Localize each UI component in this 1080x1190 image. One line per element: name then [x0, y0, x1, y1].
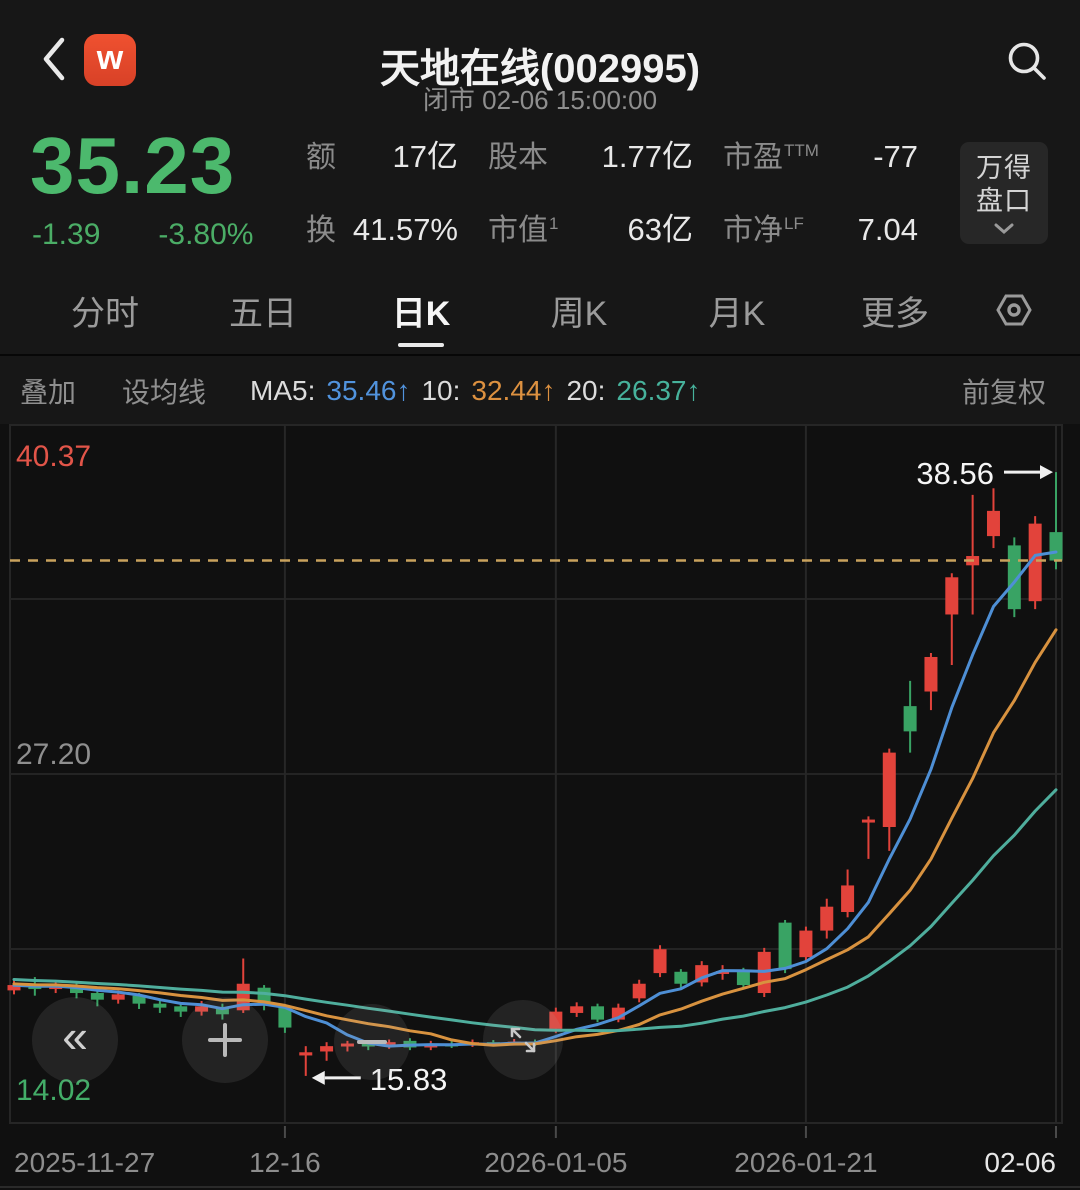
chart-settings-button[interactable] [974, 293, 1054, 327]
page-title: 天地在线(002995) [379, 47, 701, 91]
ma5-label: MA5: [250, 375, 316, 406]
ma-values: MA5: 35.46↑ 10: 32.44↑ 20: 26.37↑ [250, 375, 700, 407]
minus-icon [357, 1040, 387, 1044]
set-ma-button[interactable]: 设均线 [122, 377, 207, 408]
tab-monthly-k[interactable]: 月K [708, 294, 766, 333]
svg-text:40.37: 40.37 [16, 440, 91, 473]
panel-line2: 盘口 [976, 185, 1032, 216]
svg-text:27.20: 27.20 [16, 738, 91, 771]
zoom-out-button[interactable] [334, 1004, 410, 1080]
ma10-value: 32.44↑ [471, 375, 556, 406]
chevron-down-icon [994, 223, 1014, 234]
expand-chart-button[interactable] [483, 1000, 563, 1080]
svg-text:2026-01-05: 2026-01-05 [484, 1147, 627, 1178]
bottom-divider [0, 1186, 1080, 1188]
ma10-label: 10: [421, 375, 461, 406]
ma20-label: 20: [566, 375, 606, 406]
svg-text:38.56: 38.56 [916, 456, 994, 491]
logo-letter: w [96, 39, 124, 77]
price-change: -1.39 [32, 218, 101, 251]
quote-stats-grid: 额 17亿 股本 1.77亿 市盈 TTM -77 换 41.57% 市值 1 63… [306, 138, 918, 254]
stat-turnover: 换 41.57% [306, 212, 458, 247]
svg-text:12-16: 12-16 [249, 1147, 321, 1178]
tab-minute[interactable]: 分时 [71, 294, 139, 333]
stat-amount: 额 17亿 [306, 139, 458, 174]
svg-text:02-06: 02-06 [984, 1147, 1056, 1178]
svg-text:14.02: 14.02 [16, 1074, 91, 1107]
zoom-in-button[interactable] [182, 997, 268, 1083]
tab-weekly-k[interactable]: 周K [550, 294, 608, 333]
tab-five-day[interactable]: 五日 [229, 294, 297, 333]
stat-pb-lf: 市净 LF 7.04 [723, 212, 918, 247]
search-button[interactable] [1004, 38, 1050, 84]
stat-pe-ttm: 市盈 TTM -77 [723, 139, 918, 174]
ma5-value: 35.46↑ [326, 375, 411, 406]
last-price: 35.23 [30, 121, 236, 210]
ma20-value: 26.37↑ [616, 375, 701, 406]
svg-text:2026-01-21: 2026-01-21 [734, 1147, 877, 1178]
price-change-pct: -3.80% [158, 218, 254, 251]
expand-arrows-icon [510, 1027, 536, 1053]
settings-hexagon-icon [996, 294, 1032, 326]
stat-share-capital: 股本 1.77亿 [488, 139, 693, 174]
kline-svg: 40.37 27.20 14.02 38.56 15.83 2025-11-27 12-16… [7, 424, 1063, 1178]
wind-order-book-panel[interactable]: 万得 盘口 [960, 142, 1048, 244]
svg-text:15.83: 15.83 [370, 1062, 448, 1097]
tab-more[interactable]: 更多 [861, 294, 929, 333]
back-chevron-icon [43, 37, 65, 81]
back-button[interactable] [38, 34, 72, 84]
forward-adjust-button[interactable]: 前复权 [961, 377, 1046, 408]
candlestick-chart[interactable]: 40.37 27.20 14.02 38.56 15.83 2025-11-27 12-16… [0, 424, 1080, 1190]
scroll-left-button[interactable]: « [32, 997, 118, 1083]
search-icon [1008, 42, 1046, 80]
chart-period-tabs: 分时 五日 日K 周K 月K 更多 [0, 266, 1080, 356]
price-change-row: -1.39 -3.80% [32, 218, 253, 252]
stat-market-cap: 市值 1 63亿 [488, 212, 693, 247]
panel-line1: 万得 [976, 152, 1032, 183]
svg-text:2025-11-27: 2025-11-27 [14, 1147, 155, 1178]
wind-app-logo[interactable]: w [84, 34, 136, 86]
ma-indicator-bar: 叠加 设均线 MA5: 35.46↑ 10: 32.44↑ 20: 26.37↑… [0, 358, 1080, 424]
market-status: 闭市 02-06 15:00:00 [422, 85, 658, 115]
tab-daily-k[interactable]: 日K [342, 266, 500, 354]
overlay-button[interactable]: 叠加 [20, 377, 77, 408]
header: w 天地在线(002995) 闭市 02-06 15:00:00 [0, 0, 1080, 116]
